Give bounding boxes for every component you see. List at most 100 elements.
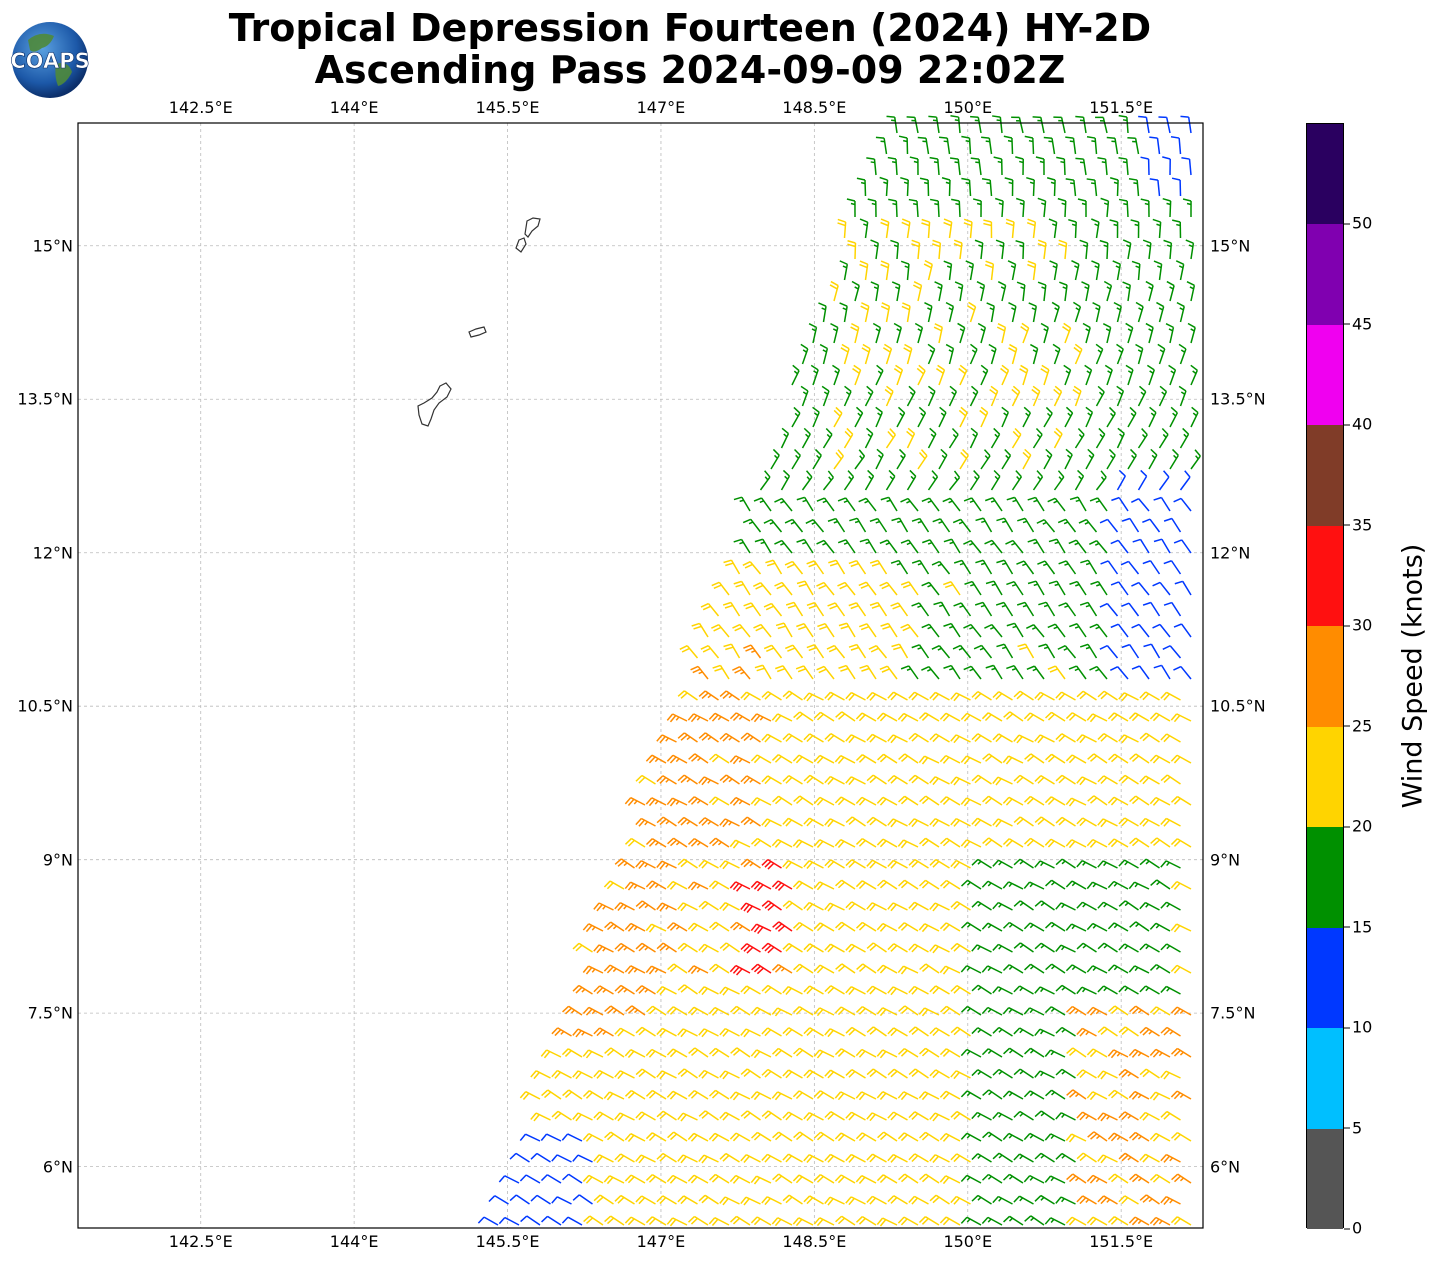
wind-barb	[822, 470, 834, 491]
wind-barb	[981, 1216, 1003, 1226]
wind-barb	[919, 1047, 940, 1058]
wind-barb	[912, 281, 923, 302]
wind-barb	[1034, 1152, 1055, 1163]
wind-barb	[1034, 734, 1055, 744]
wind-barb	[635, 985, 656, 995]
wind-barb	[891, 643, 909, 659]
wind-barb	[1038, 601, 1056, 617]
wind-barb	[1013, 942, 1034, 953]
wind-barb	[1048, 580, 1066, 596]
wind-barb	[934, 281, 943, 302]
wind-barb	[803, 1069, 824, 1079]
wind-barb	[677, 858, 698, 869]
wind-barb	[1160, 901, 1181, 911]
colorbar-tick-label: 35	[1343, 515, 1373, 535]
wind-barb	[1152, 623, 1171, 638]
wind-barb	[1086, 1216, 1108, 1226]
wind-barb	[996, 323, 1007, 344]
wind-barb	[897, 1132, 919, 1142]
wind-barb	[971, 690, 992, 701]
wind-barb	[843, 470, 855, 491]
wind-barb	[939, 1132, 961, 1142]
wind-barb	[1190, 406, 1199, 428]
wind-barb	[1122, 281, 1131, 302]
wind-barb	[960, 1090, 982, 1100]
wind-barb	[1013, 1027, 1034, 1037]
wind-barb	[880, 218, 890, 239]
wind-barb	[929, 1027, 950, 1037]
wind-barb	[908, 1153, 929, 1163]
wind-barb	[1026, 218, 1037, 239]
wind-barb	[1129, 837, 1150, 848]
wind-barb	[1160, 1026, 1181, 1037]
wind-barb	[1076, 690, 1097, 701]
wind-barb	[1170, 1006, 1192, 1016]
wind-barb	[690, 665, 709, 680]
wind-barb	[1128, 712, 1150, 722]
wind-barb	[919, 1173, 940, 1184]
wind-barb	[687, 1215, 709, 1226]
wind-barb	[1163, 517, 1182, 533]
wind-barb	[733, 496, 751, 512]
wind-barb	[1163, 601, 1182, 617]
wind-barb	[992, 1111, 1013, 1121]
wind-barb	[1118, 114, 1129, 134]
wind-barb	[1023, 1007, 1045, 1016]
wind-barb	[800, 385, 809, 407]
wind-barb	[864, 469, 875, 491]
wind-barb	[939, 922, 961, 932]
wind-barb	[1032, 116, 1045, 134]
wind-barb	[740, 985, 761, 995]
wind-barb	[1121, 517, 1140, 533]
wind-barb	[839, 302, 848, 323]
wind-barb	[943, 664, 961, 680]
wind-barb	[782, 1194, 803, 1205]
wind-barb	[866, 733, 887, 743]
wind-barb	[876, 838, 898, 848]
colorbar-tick-label: 40	[1343, 414, 1373, 434]
wind-barb	[1034, 691, 1055, 701]
wind-barb	[780, 469, 791, 491]
wind-barb	[845, 1196, 866, 1206]
wind-barb	[845, 816, 866, 827]
wind-barb	[992, 901, 1013, 911]
wind-barb	[875, 136, 888, 155]
wind-barb	[897, 922, 919, 932]
wind-barb	[1016, 560, 1035, 575]
wind-barb	[1004, 177, 1014, 197]
wind-barb	[656, 985, 677, 995]
wind-barb	[761, 690, 782, 701]
wind-barb	[887, 691, 908, 701]
wind-barb	[1135, 343, 1144, 365]
wind-barb	[1044, 1175, 1066, 1184]
colorbar	[1306, 123, 1344, 1229]
wind-barb	[1118, 156, 1129, 176]
wind-barb	[1139, 1068, 1160, 1079]
wind-barb	[1023, 1132, 1045, 1142]
wind-barb	[848, 643, 867, 659]
wind-barb	[896, 406, 906, 428]
wind-barb	[645, 923, 667, 933]
wind-barb	[1002, 881, 1024, 890]
wind-barb	[740, 1110, 761, 1121]
wind-barb	[950, 692, 971, 702]
wind-barb	[603, 880, 625, 890]
lon-tick-label-top: 145.5°E	[475, 98, 540, 117]
wind-barb	[793, 1047, 814, 1058]
wind-barb	[939, 879, 961, 890]
wind-barb	[982, 1089, 1003, 1100]
wind-barb	[1131, 623, 1150, 638]
wind-barb	[1149, 1006, 1171, 1016]
wind-barb	[1044, 1217, 1066, 1226]
wind-barb	[1026, 624, 1045, 638]
wind-barb	[740, 902, 761, 913]
wind-barb	[866, 774, 887, 785]
lon-tick-label-top: 144°E	[329, 98, 379, 117]
wind-barb	[1086, 881, 1108, 890]
wind-barb	[1082, 322, 1091, 344]
wind-barb	[1059, 281, 1068, 302]
wind-barb	[880, 622, 898, 638]
wind-barb	[1088, 540, 1108, 554]
wind-barb	[1022, 448, 1032, 470]
